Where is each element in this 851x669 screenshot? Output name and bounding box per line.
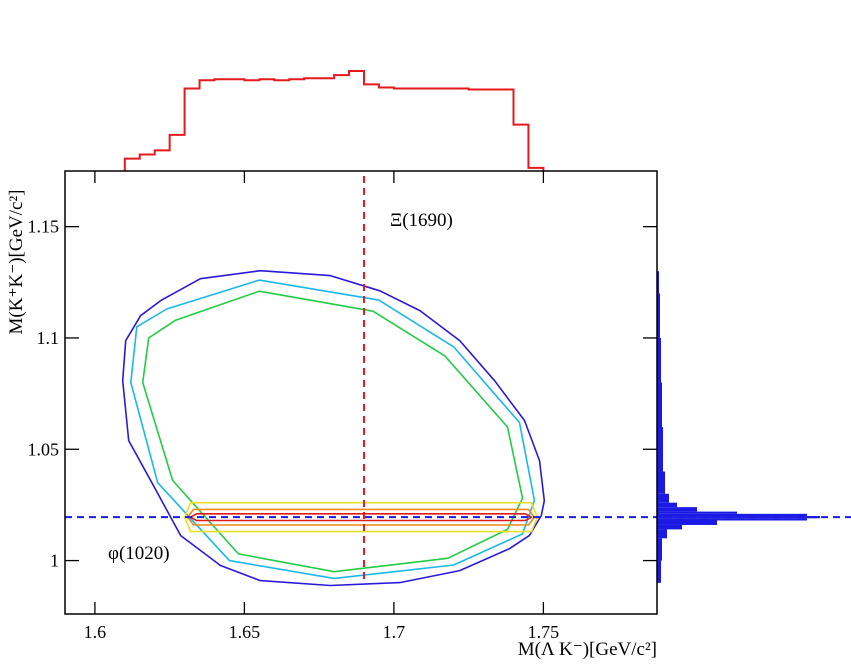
histogram-bar: [364, 84, 379, 171]
histogram-bar: [379, 87, 394, 171]
histogram-bar: [454, 89, 469, 171]
histogram-bar: [657, 511, 737, 514]
histogram-bar: [439, 89, 454, 171]
histogram-bar: [657, 502, 677, 508]
histogram-bar: [424, 89, 439, 171]
histogram-bar: [657, 507, 697, 512]
plot-frame: [64, 170, 658, 615]
histogram-bar: [657, 271, 659, 294]
contour-line: [130, 279, 536, 580]
x-tick-label: 1.65: [229, 622, 261, 642]
histogram-bar: [513, 125, 528, 171]
histogram-bar: [657, 538, 662, 561]
histogram-bar: [155, 150, 170, 171]
histogram-bar: [499, 90, 514, 171]
x-tick-label: 1.75: [528, 622, 560, 642]
annotation: Ξ(1690): [390, 210, 453, 231]
histogram-bar: [274, 80, 289, 171]
histogram-bar: [657, 513, 807, 517]
histogram-bar: [657, 518, 807, 521]
histogram-bar: [657, 524, 682, 530]
histogram-bar: [170, 135, 185, 171]
histogram-bar: [259, 79, 274, 171]
histogram-bar: [185, 89, 200, 171]
histogram-bar: [657, 516, 820, 519]
histogram-bar: [349, 71, 364, 171]
y-tick-label: 1.1: [37, 328, 60, 348]
histogram-bar: [214, 79, 229, 171]
histogram-bar: [657, 382, 662, 428]
histogram-bar: [200, 80, 215, 171]
y-axis-label: M(K⁺K⁻)[GeV/c²]: [6, 190, 27, 335]
x-tick-label: 1.7: [383, 622, 406, 642]
histogram-bar: [657, 471, 665, 494]
histogram-bar: [657, 520, 717, 525]
histogram-bar: [289, 79, 304, 171]
histogram-bar: [657, 337, 661, 383]
histogram-outline: [123, 70, 545, 171]
histogram-bar: [657, 560, 661, 583]
histogram-bar: [229, 79, 244, 171]
x-tick-label: 1.6: [84, 622, 107, 642]
y-tick-label: 1.05: [28, 439, 60, 459]
histogram-bar: [657, 293, 660, 338]
histogram-bar: [304, 78, 319, 171]
histogram-bar: [657, 529, 667, 539]
histogram-bar: [140, 155, 155, 171]
contour-line: [189, 512, 533, 522]
x-axis-label: M(Λ K⁻)[GeV/c²]: [518, 639, 657, 660]
histogram-bar: [394, 89, 409, 171]
y-tick-label: 1.15: [28, 217, 60, 237]
histogram-bar: [657, 493, 669, 503]
annotation: φ(1020): [108, 543, 170, 564]
histogram-bar: [125, 159, 140, 171]
contour-line: [121, 269, 546, 587]
histogram-bar: [244, 80, 259, 171]
y-tick-label: 1: [50, 551, 59, 571]
histogram-bar: [484, 90, 499, 171]
contour-line: [141, 290, 524, 573]
histogram-bar: [334, 75, 349, 171]
contour-line: [183, 501, 539, 533]
histogram-bar: [409, 89, 424, 171]
histogram-bar: [657, 427, 663, 472]
histogram-bar: [469, 90, 484, 171]
histogram-bar: [319, 78, 334, 171]
